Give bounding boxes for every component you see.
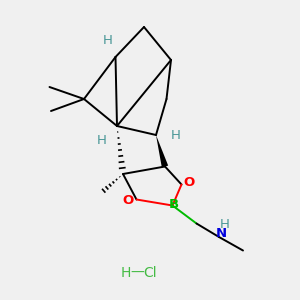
Text: H: H xyxy=(103,34,113,47)
Text: Cl: Cl xyxy=(143,266,157,280)
Text: B: B xyxy=(169,197,179,211)
Text: O: O xyxy=(183,176,195,190)
Text: H: H xyxy=(121,266,131,280)
Polygon shape xyxy=(156,135,168,167)
Text: —: — xyxy=(130,266,144,280)
Text: O: O xyxy=(123,194,134,207)
Text: N: N xyxy=(216,227,227,240)
Text: H: H xyxy=(97,134,107,148)
Text: H: H xyxy=(220,218,230,231)
Text: H: H xyxy=(171,129,180,142)
